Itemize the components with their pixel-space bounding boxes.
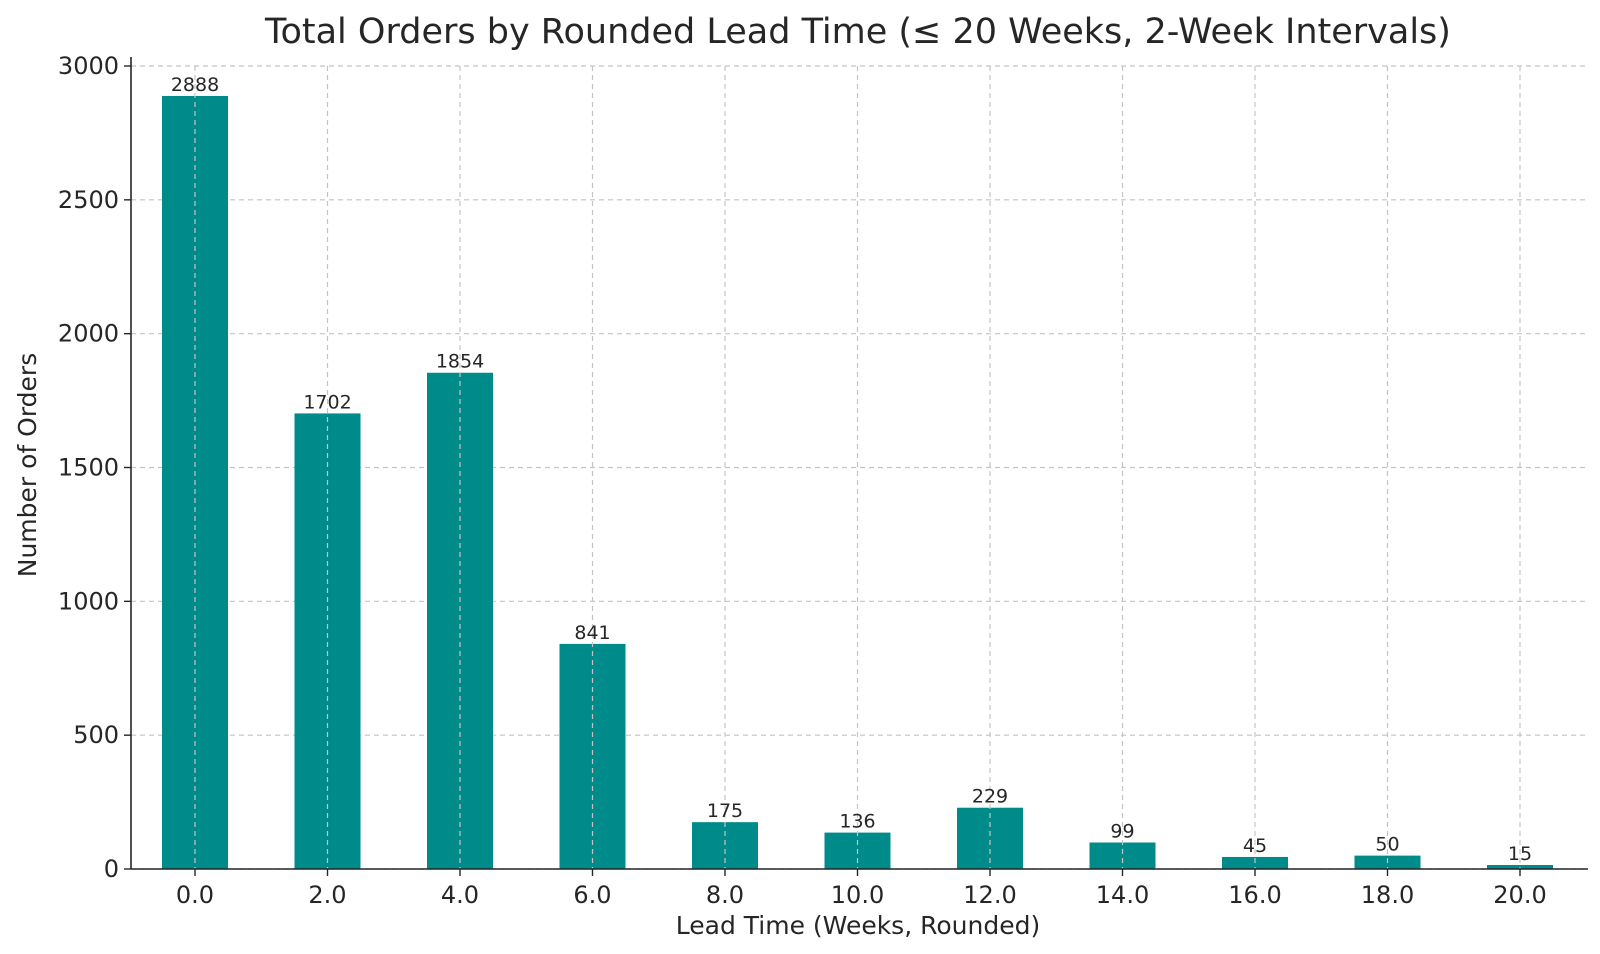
x-tick-label: 0.0 xyxy=(176,881,214,909)
bar-value-label: 50 xyxy=(1375,834,1399,856)
bar-value-label: 136 xyxy=(839,811,875,833)
y-tick-label: 3000 xyxy=(58,52,119,80)
x-tick-label: 14.0 xyxy=(1096,881,1149,909)
y-tick-labels: 0 500 1000 1500 2000 2500 3000 xyxy=(58,52,119,883)
x-tick-label: 18.0 xyxy=(1361,881,1414,909)
x-tick-label: 6.0 xyxy=(573,881,611,909)
bar-value-label: 1702 xyxy=(303,391,351,413)
bar-value-label: 841 xyxy=(574,622,610,644)
x-axis-label: Lead Time (Weeks, Rounded) xyxy=(676,911,1040,940)
bar-value-label: 15 xyxy=(1508,843,1532,865)
bars-layer xyxy=(162,66,1553,870)
y-tick-label: 1000 xyxy=(58,587,119,615)
x-tick-labels: 0.0 2.0 4.0 6.0 8.0 10.0 12.0 14.0 16.0 18.0 20.0 xyxy=(176,881,1547,909)
y-tick-label: 2000 xyxy=(58,320,119,348)
x-tick-label: 4.0 xyxy=(441,881,479,909)
bar-20.0 xyxy=(1487,864,1553,869)
y-axis-label: Number of Orders xyxy=(13,353,42,578)
x-tick-label: 12.0 xyxy=(963,881,1016,909)
y-tick-label: 1500 xyxy=(58,454,119,482)
x-tick-label: 8.0 xyxy=(706,881,744,909)
axes-layer xyxy=(124,57,1588,876)
bar-value-label: 175 xyxy=(707,800,743,822)
y-tick-label: 500 xyxy=(73,721,119,749)
bar-labels-layer: 2888 1702 1854 841 175 136 229 99 45 50 15 xyxy=(171,74,1532,865)
bar-value-label: 229 xyxy=(972,786,1008,808)
bar-value-label: 1854 xyxy=(436,351,484,373)
bar-value-label: 99 xyxy=(1110,821,1134,843)
x-tick-label: 2.0 xyxy=(308,881,346,909)
chart-title: Total Orders by Rounded Lead Time (≤ 20 … xyxy=(264,12,1451,52)
bar-14.0 xyxy=(1089,842,1156,869)
y-tick-label: 2500 xyxy=(58,186,119,214)
x-tick-label: 16.0 xyxy=(1228,881,1281,909)
x-tick-label: 20.0 xyxy=(1493,881,1546,909)
y-tick-label: 0 xyxy=(104,855,119,883)
bar-value-label: 2888 xyxy=(171,74,219,96)
x-tick-label: 10.0 xyxy=(831,881,884,909)
bar-value-label: 45 xyxy=(1243,835,1267,857)
